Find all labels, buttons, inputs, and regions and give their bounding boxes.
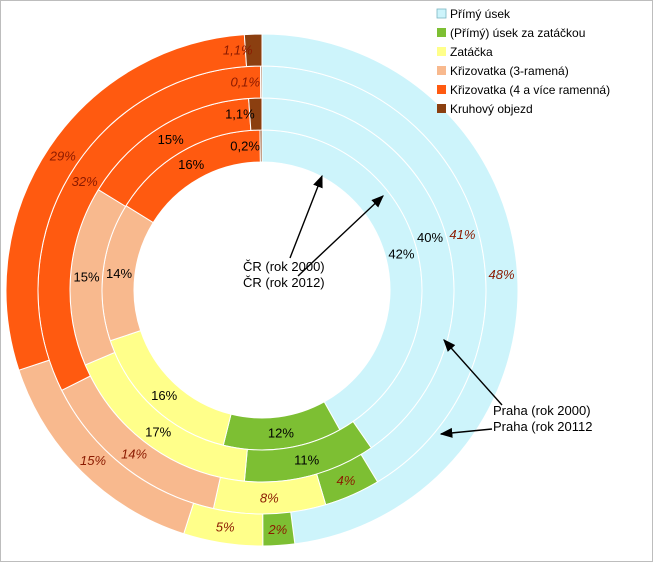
annotation-praha-20112: Praha (rok 20112 (493, 419, 593, 434)
annotation-cr-2012: ČR (rok 2012) (243, 275, 325, 290)
label-cr-2012-4: 15% (73, 269, 99, 284)
legend-swatch-6 (437, 104, 446, 113)
label-praha-20112-6: 1,1% (223, 43, 253, 58)
label-cr-2012-6: 1,1% (225, 107, 255, 122)
label-praha-20112-5: 29% (49, 149, 76, 164)
label-praha-2000-4: 14% (121, 447, 147, 462)
label-praha-2000-1: 41% (449, 227, 475, 242)
annotation-cr-2000: ČR (rok 2000) (243, 259, 325, 274)
legend-label-5: Křizovatka (4 a více ramenná) (450, 83, 610, 97)
label-cr-2012-1: 40% (417, 230, 443, 245)
label-praha-20112-1: 48% (488, 267, 514, 282)
label-cr-2012-3: 17% (145, 425, 171, 440)
label-cr-2000-1: 42% (388, 246, 414, 261)
legend-swatch-1 (436, 8, 447, 19)
label-praha-2000-6: 0,1% (230, 75, 260, 90)
legend-swatch-5 (437, 85, 446, 94)
arrow-cr-2012 (297, 195, 384, 277)
legend-swatch-3 (437, 47, 446, 56)
label-cr-2012-2: 11% (294, 453, 319, 468)
label-praha-20112-2: 2% (267, 522, 287, 537)
label-cr-2000-3: 16% (151, 388, 177, 403)
arrow-praha-20112 (439, 427, 493, 438)
legend-label-2: (Přímý) úsek za zatáčkou (450, 26, 585, 40)
arrow-cr-2000 (289, 174, 323, 259)
label-praha-20112-4: 15% (80, 453, 106, 468)
legend-swatch-4 (437, 66, 446, 75)
segment-labels: 42% 12% 16% 14% 16% 0,2% 40% 11% 17% 15% 15% 1,1% 41… (49, 43, 515, 537)
segment-praha-20112-6 (243, 33, 263, 68)
label-cr-2000-2: 12% (268, 425, 294, 440)
label-cr-2000-4: 14% (106, 266, 132, 281)
legend-label-4: Křizovatka (3-ramená) (450, 64, 569, 78)
label-praha-2000-3: 8% (260, 490, 279, 505)
label-cr-2000-6: 0,2% (230, 139, 260, 154)
legend-label-3: Zatáčka (450, 45, 493, 59)
segment-praha-2000-6 (260, 65, 263, 99)
label-cr-2000-5: 16% (178, 157, 204, 172)
series-annotations: ČR (rok 2000) ČR (rok 2012) Praha (rok 2… (243, 174, 593, 438)
legend-swatch-2 (437, 28, 446, 37)
label-praha-2000-5: 32% (72, 174, 98, 189)
donut-rings (5, 33, 519, 547)
legend: Přímý úsek (Přímý) úsek za zatáčkou Zatáčk… (436, 7, 610, 116)
label-praha-20112-3: 5% (216, 520, 235, 535)
legend-label-6: Kruhový objezd (450, 102, 533, 116)
legend-label-1: Přímý úsek (450, 7, 511, 21)
label-praha-2000-2: 4% (337, 473, 356, 488)
arrow-praha-2000 (443, 339, 503, 406)
label-cr-2012-5: 15% (158, 132, 184, 147)
segment-cr-2000-6 (259, 129, 263, 163)
annotation-praha-2000: Praha (rok 2000) (493, 403, 591, 418)
